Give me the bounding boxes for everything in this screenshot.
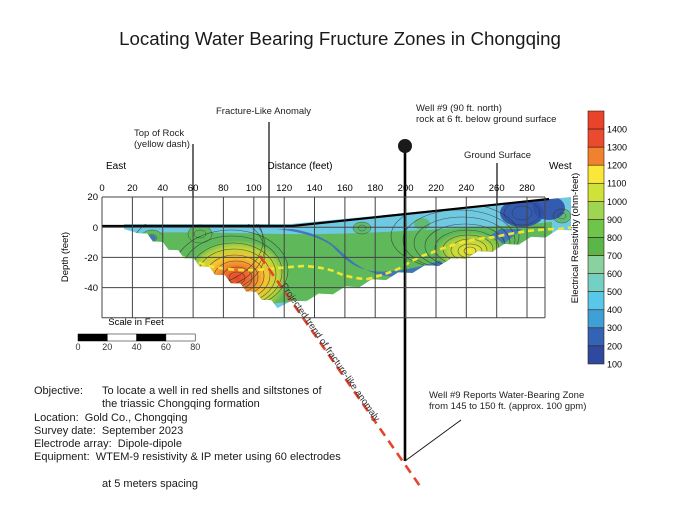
svg-text:700: 700 xyxy=(607,251,622,261)
svg-text:400: 400 xyxy=(607,305,622,315)
svg-text:Distance (feet): Distance (feet) xyxy=(267,161,332,172)
svg-text:20: 20 xyxy=(127,183,138,194)
svg-text:Scale in Feet: Scale in Feet xyxy=(108,317,164,328)
svg-text:0: 0 xyxy=(99,183,104,194)
svg-text:-40: -40 xyxy=(84,283,98,294)
svg-text:Ground Surface: Ground Surface xyxy=(464,150,531,161)
svg-text:Fracture-Like Anomaly: Fracture-Like Anomaly xyxy=(216,106,311,117)
svg-text:Electrical Resistivity (ohm-fe: Electrical Resistivity (ohm-feet) xyxy=(570,173,581,303)
svg-text:800: 800 xyxy=(607,233,622,243)
svg-text:220: 220 xyxy=(428,183,444,194)
svg-text:60: 60 xyxy=(161,342,171,352)
svg-text:1100: 1100 xyxy=(607,179,626,189)
svg-text:180: 180 xyxy=(367,183,383,194)
svg-text:280: 280 xyxy=(519,183,535,194)
svg-text:20: 20 xyxy=(102,342,112,352)
svg-text:80: 80 xyxy=(218,183,229,194)
svg-text:1000: 1000 xyxy=(607,197,627,207)
svg-text:(yellow dash): (yellow dash) xyxy=(134,139,190,150)
svg-text:40: 40 xyxy=(132,342,142,352)
svg-text:300: 300 xyxy=(607,323,622,333)
svg-text:120: 120 xyxy=(276,183,292,194)
svg-text:rock at 6 ft. below ground sur: rock at 6 ft. below ground surface xyxy=(416,114,556,125)
svg-text:1200: 1200 xyxy=(607,161,627,171)
svg-text:West: West xyxy=(549,161,572,172)
svg-text:900: 900 xyxy=(607,215,622,225)
svg-text:500: 500 xyxy=(607,287,622,297)
svg-text:1300: 1300 xyxy=(607,143,627,153)
svg-text:60: 60 xyxy=(188,183,199,194)
svg-text:100: 100 xyxy=(607,359,622,369)
svg-text:0: 0 xyxy=(93,223,98,234)
svg-text:1400: 1400 xyxy=(607,125,627,135)
svg-text:100: 100 xyxy=(246,183,262,194)
svg-text:20: 20 xyxy=(87,192,98,203)
svg-text:80: 80 xyxy=(190,342,200,352)
svg-text:Well #9 (90 ft. north): Well #9 (90 ft. north) xyxy=(416,103,502,114)
svg-text:Top of Rock: Top of Rock xyxy=(134,128,184,139)
svg-text:40: 40 xyxy=(157,183,168,194)
svg-text:Depth (feet): Depth (feet) xyxy=(60,232,71,282)
svg-text:East: East xyxy=(106,161,126,172)
svg-text:240: 240 xyxy=(458,183,474,194)
svg-text:140: 140 xyxy=(307,183,323,194)
svg-text:200: 200 xyxy=(607,341,622,351)
svg-text:-20: -20 xyxy=(84,253,98,264)
svg-text:160: 160 xyxy=(337,183,353,194)
svg-text:260: 260 xyxy=(489,183,505,194)
svg-text:600: 600 xyxy=(607,269,622,279)
svg-text:0: 0 xyxy=(75,342,80,352)
svg-text:200: 200 xyxy=(398,183,414,194)
